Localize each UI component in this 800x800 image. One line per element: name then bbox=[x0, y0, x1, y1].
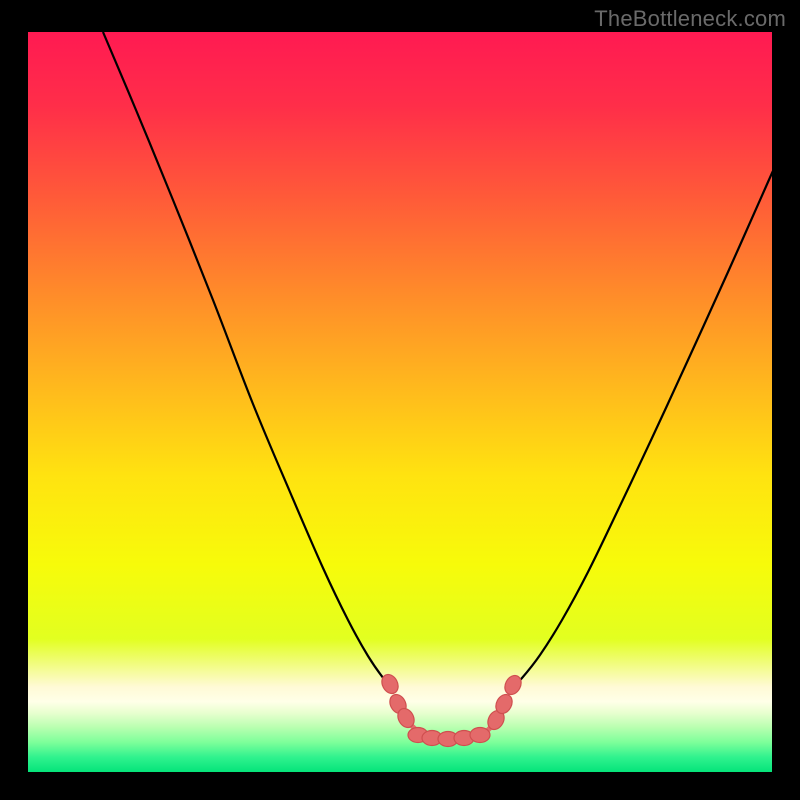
chart-frame: TheBottleneck.com bbox=[0, 0, 800, 800]
watermark-text: TheBottleneck.com bbox=[594, 6, 786, 32]
curve-right-branch bbox=[508, 171, 773, 692]
valley-marker bbox=[470, 728, 490, 743]
curve-left-branch bbox=[103, 32, 396, 692]
bottleneck-curve bbox=[28, 32, 772, 772]
valley-marker bbox=[502, 673, 525, 698]
valley-markers bbox=[379, 672, 525, 747]
plot-area bbox=[28, 32, 772, 772]
